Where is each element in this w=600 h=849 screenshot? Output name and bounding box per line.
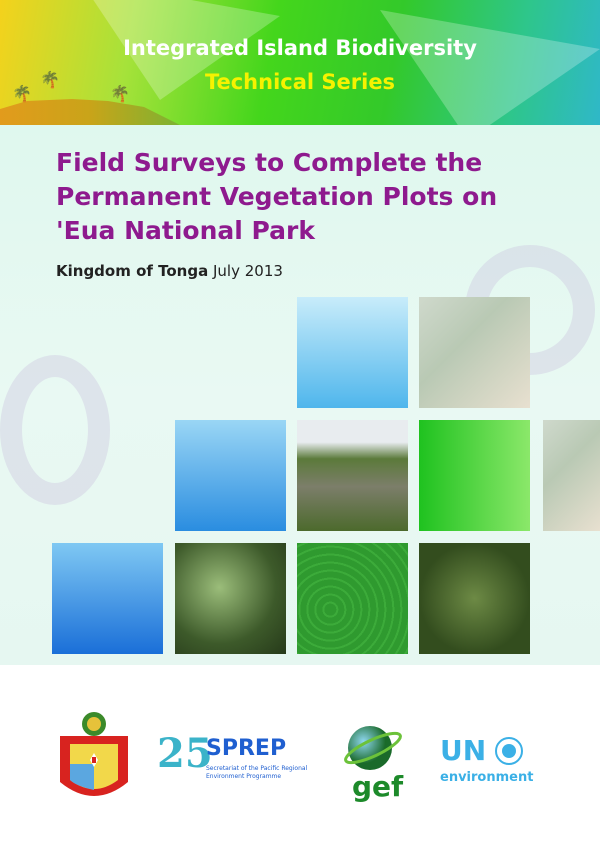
title-line: 'Eua National Park [56, 216, 316, 245]
map-image [543, 420, 600, 531]
sprep-logo: SPREP [206, 736, 287, 761]
date: July 2013 [213, 262, 283, 280]
sprep-25-logo: 25 [157, 730, 213, 777]
palm-tree-icon: 🌴 [12, 84, 32, 103]
un-emblem-icon [495, 737, 523, 765]
un-environment-label: environment [440, 770, 534, 785]
gef-globe-icon [344, 726, 402, 770]
document-subtitle: Kingdom of Tonga July 2013 [56, 262, 283, 280]
gef-logo: gef [352, 770, 404, 803]
blue-tile [52, 543, 163, 654]
tonga-coat-of-arms-logo [60, 712, 128, 796]
decorative-facet [380, 10, 600, 125]
contour-tile [297, 543, 408, 654]
green-tile [419, 420, 530, 531]
un-logo: UN [440, 734, 487, 767]
decorative-swirl [0, 355, 110, 505]
map-image [419, 297, 530, 408]
document-title: Field Surveys to Complete the Permanent … [56, 146, 497, 248]
blue-tile [297, 297, 408, 408]
palm-tree-icon: 🌴 [40, 70, 60, 89]
sprep-subtitle: Secretariat of the Pacific Regional Envi… [206, 765, 308, 780]
blue-tile [175, 420, 286, 531]
cliff-photo [297, 420, 408, 531]
title-line: Permanent Vegetation Plots on [56, 182, 498, 211]
palm-tree-icon: 🌴 [110, 84, 130, 103]
series-banner: 🌴 🌴 🌴 Integrated Island Biodiversity Tec… [0, 0, 600, 125]
country: Kingdom of Tonga [56, 262, 209, 280]
forest-photo [175, 543, 286, 654]
series-subtitle: Technical Series [204, 70, 396, 94]
title-line: Field Surveys to Complete the [56, 148, 483, 177]
series-title: Integrated Island Biodiversity [123, 36, 477, 60]
field-survey-photo [419, 543, 530, 654]
